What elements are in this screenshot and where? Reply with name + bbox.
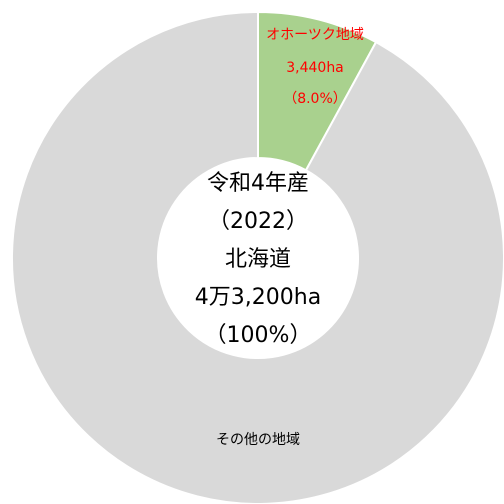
slice xyxy=(11,10,504,504)
center-text: 北海道 xyxy=(225,247,291,272)
slice-label: オホーツク地域 xyxy=(266,27,364,43)
center-text: （100%） xyxy=(205,323,312,348)
slice-label: その他の地域 xyxy=(216,432,300,448)
center-text: 4万3,200ha xyxy=(195,285,321,310)
center-text: 令和4年産 xyxy=(207,171,309,196)
value-label: 3,440ha xyxy=(286,60,344,76)
center-text: （2022） xyxy=(208,209,308,234)
percent-label: （8.0%） xyxy=(283,91,347,107)
